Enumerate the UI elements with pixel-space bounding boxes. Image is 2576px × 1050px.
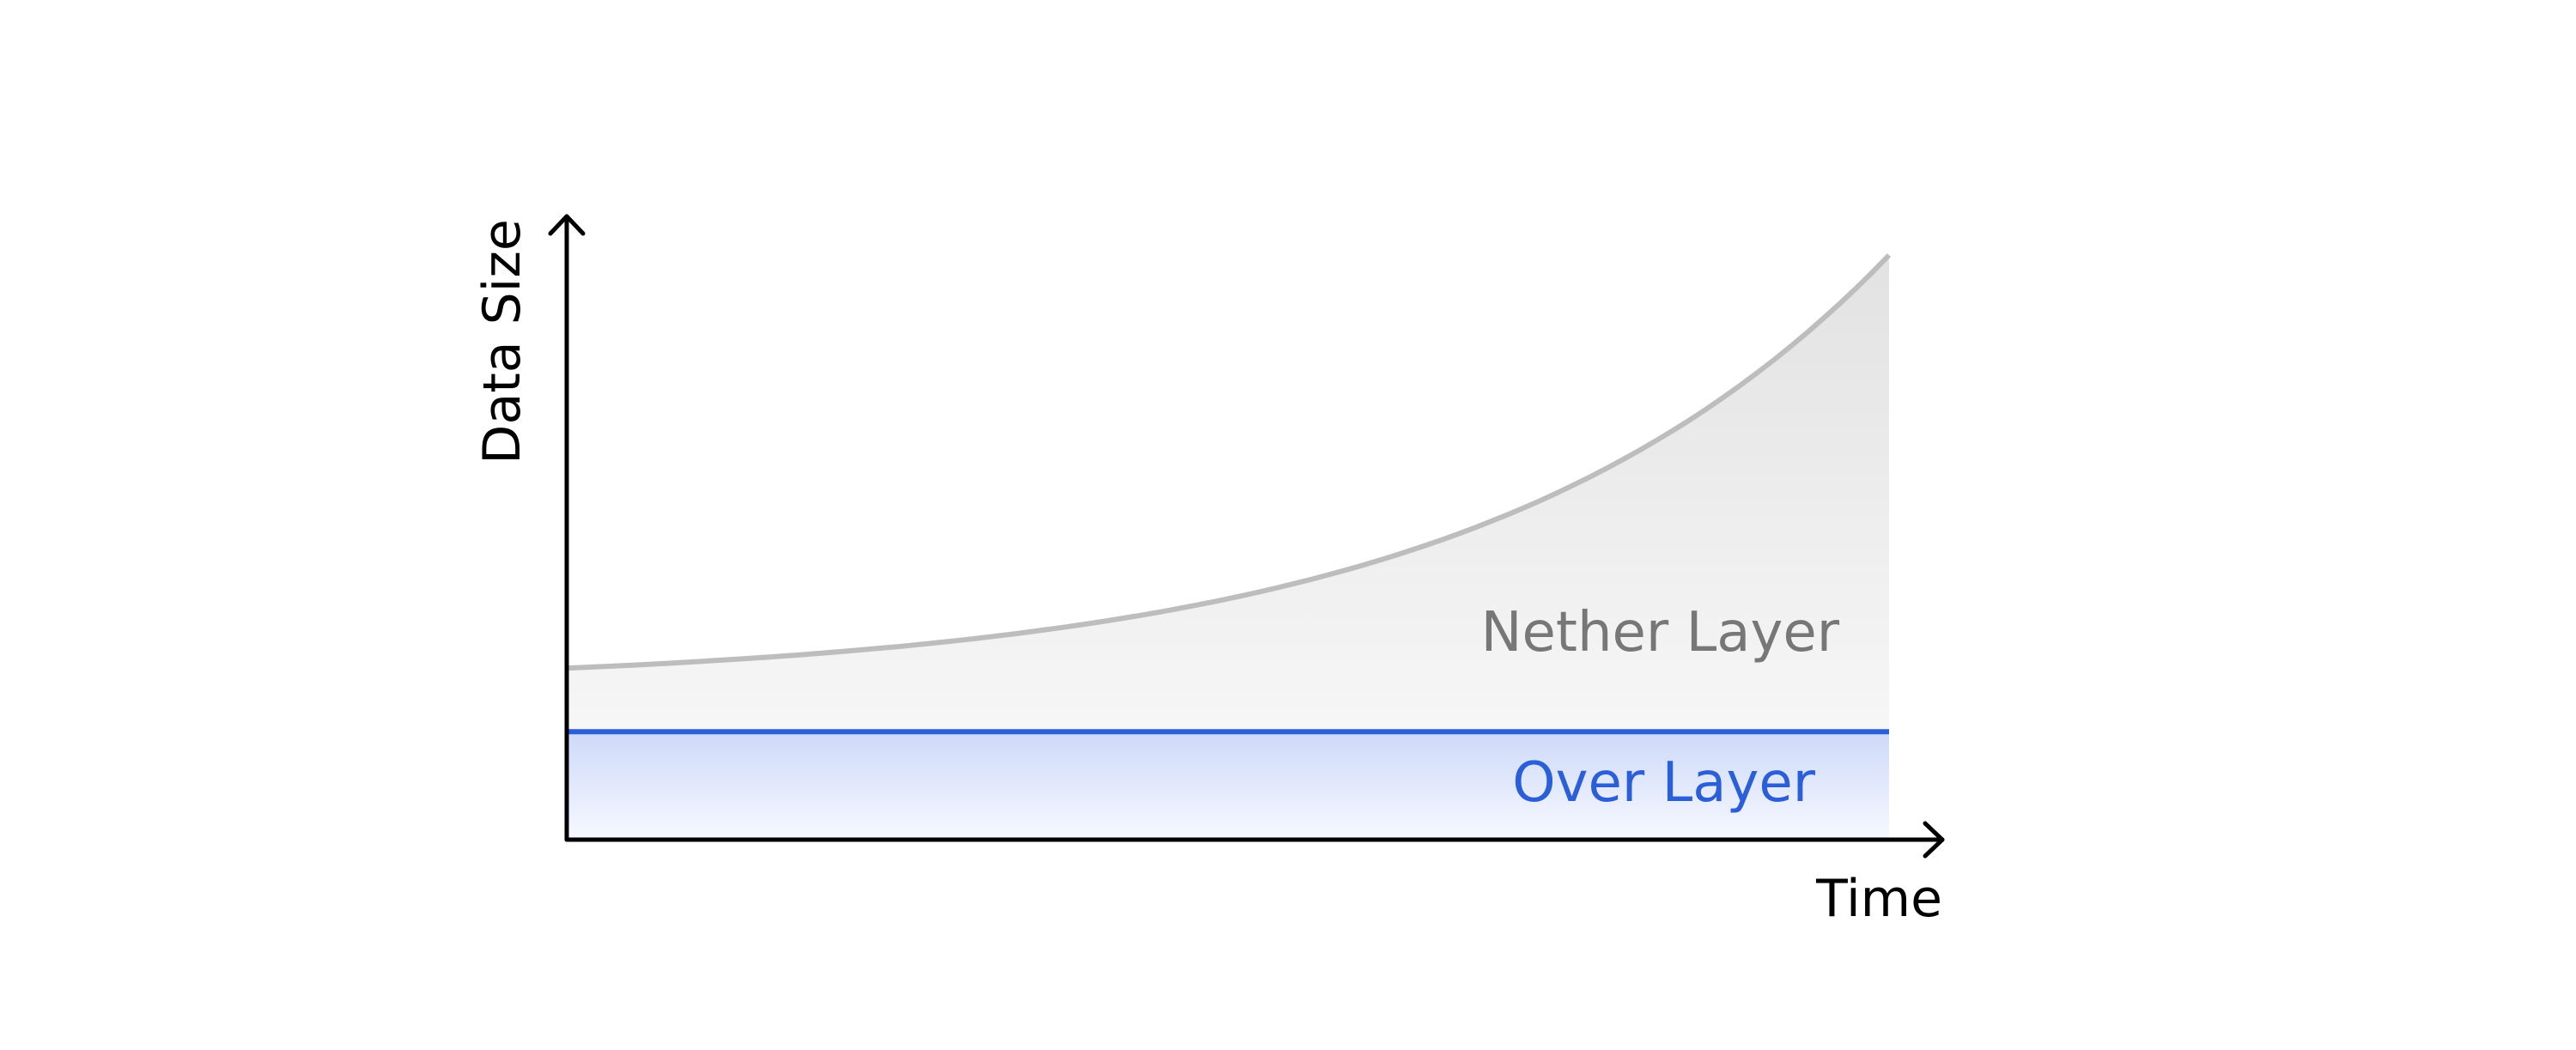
over-layer-label: Over Layer [1512, 751, 1815, 815]
nether-layer-area [567, 255, 1889, 840]
nether-layer-label: Nether Layer [1481, 601, 1840, 665]
x-axis-title: Time [1815, 869, 1942, 929]
x-axis-arrowhead [1923, 821, 1945, 859]
nether-layer-curve [566, 253, 1892, 671]
y-axis-title: Data Size [472, 219, 532, 464]
over-layer-area [567, 731, 1889, 840]
y-axis-arrowhead [548, 214, 586, 236]
